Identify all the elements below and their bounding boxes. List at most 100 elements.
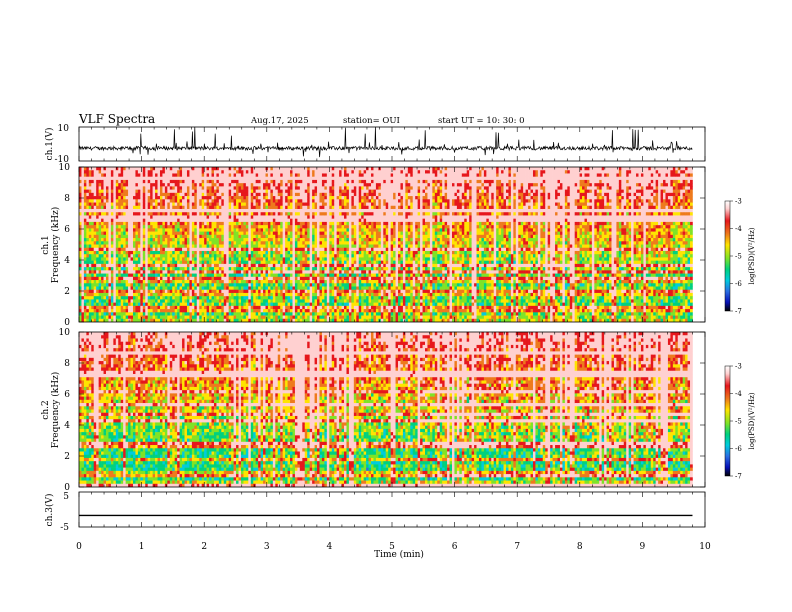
spectrogram-cell [265, 202, 269, 207]
spectrogram-cell [321, 289, 325, 294]
spectrogram-cell [265, 192, 269, 197]
spectrogram-cell [93, 199, 97, 203]
spectrogram-cell [270, 228, 274, 232]
spectrogram-cell [103, 234, 107, 239]
spectrogram-cell [113, 196, 117, 200]
spectrogram-cell [260, 176, 264, 181]
spectrogram-cell [118, 199, 122, 203]
spectrogram-cell [250, 292, 254, 297]
spectrogram-cell [245, 218, 249, 223]
spectrogram-cell [155, 254, 158, 258]
spectrogram-cell [150, 309, 153, 313]
spectrogram-cell [157, 250, 161, 255]
spectrogram-cell [137, 241, 141, 245]
spectrogram-cell [253, 170, 256, 174]
spectrogram-cell [105, 228, 109, 232]
spectrogram-cell [265, 273, 269, 278]
spectrogram-cell [299, 231, 303, 236]
spectrogram-cell [108, 202, 112, 207]
spectrogram-cell [157, 257, 161, 261]
spectrogram-cell [135, 238, 139, 242]
spectrogram-cell [292, 179, 296, 184]
spectrogram-cell [280, 196, 283, 200]
spectrogram-cell [253, 167, 256, 171]
spectrogram-cell [93, 318, 97, 322]
spectrogram-cell [272, 183, 276, 187]
spectrogram-cell [186, 312, 190, 316]
spectrogram-cell [233, 315, 237, 320]
spectrogram-cell [186, 263, 190, 268]
spectrogram-cell [81, 212, 85, 216]
spectrogram-cell [290, 238, 293, 242]
spectrogram-cell [287, 315, 291, 320]
spectrogram-cell [201, 183, 205, 187]
spectrogram-cell [287, 234, 291, 239]
spectrogram-cell [285, 167, 288, 171]
spectrogram-cell [115, 254, 119, 258]
spectrogram-cell [159, 244, 163, 249]
spectrogram-cell [125, 254, 129, 258]
spectrogram-cell [179, 289, 183, 294]
spectrogram-cell [98, 309, 102, 313]
spectrogram-cell [297, 228, 301, 232]
spectrogram-cell [157, 267, 161, 271]
spectrogram-cell [130, 247, 134, 252]
spectrogram-cell [115, 283, 119, 287]
spectrogram-cell [292, 315, 296, 320]
spectrogram-cell [277, 215, 281, 219]
spectrogram-cell [83, 292, 87, 297]
spectrogram-cell [260, 183, 264, 187]
spectrogram-cell [319, 234, 323, 239]
spectrogram-cell [206, 267, 210, 271]
spectrogram-cell [93, 192, 97, 197]
spectrogram-cell [179, 280, 183, 284]
spectrogram-cell [152, 312, 156, 316]
spectrogram-cell [123, 179, 126, 184]
spectrogram-cell [216, 267, 220, 271]
spectrogram-cell [184, 318, 188, 322]
spectrogram-cell [179, 241, 183, 245]
spectrogram-cell [96, 260, 99, 265]
spectrogram-cell [93, 260, 97, 265]
spectrogram-cell [248, 221, 252, 226]
spectrogram-cell [216, 312, 220, 316]
spectrogram-cell [292, 302, 296, 307]
spectrogram-cell [231, 231, 234, 236]
spectrogram-cell [147, 302, 151, 307]
spectrogram-cell [282, 221, 286, 226]
spectrogram-cell [108, 257, 112, 261]
spectrogram-cell [304, 318, 308, 322]
spectrogram-cell [216, 309, 220, 313]
spectrogram-cell [201, 212, 205, 216]
spectrogram-cell [172, 212, 175, 216]
spectrogram-cell [248, 247, 252, 252]
spectrogram-cell [179, 296, 183, 300]
spectrogram-cell [302, 238, 306, 242]
spectrogram-cell [267, 170, 271, 174]
spectrogram-cell [135, 305, 139, 310]
spectrogram-cell [218, 215, 222, 219]
spectrogram-cell [243, 176, 247, 181]
spectrogram-cell [233, 299, 237, 303]
spectrogram-cell [307, 254, 310, 258]
spectrogram-cell [105, 273, 109, 278]
spectrogram-cell [79, 238, 82, 242]
spectrogram-cell [324, 179, 328, 184]
spectrogram-cell [285, 247, 288, 252]
spectrogram-cell [169, 218, 173, 223]
spectrogram-cell [213, 250, 217, 255]
spectrogram-cell [123, 286, 126, 291]
spectrogram-cell [285, 267, 288, 271]
spectrogram-cell [79, 318, 82, 322]
spectrogram-cell [177, 228, 180, 232]
spectrogram-cell [167, 276, 171, 281]
spectrogram-cell [81, 179, 85, 184]
spectrogram-cell [240, 199, 244, 203]
spectrogram-cell [152, 221, 156, 226]
spectrogram-cell [103, 167, 107, 171]
spectrogram-cell [233, 241, 237, 245]
spectrogram-cell [204, 192, 207, 197]
spectrogram-cell [189, 199, 193, 203]
spectrogram-cell [108, 273, 112, 278]
spectrogram-cell [186, 212, 190, 216]
